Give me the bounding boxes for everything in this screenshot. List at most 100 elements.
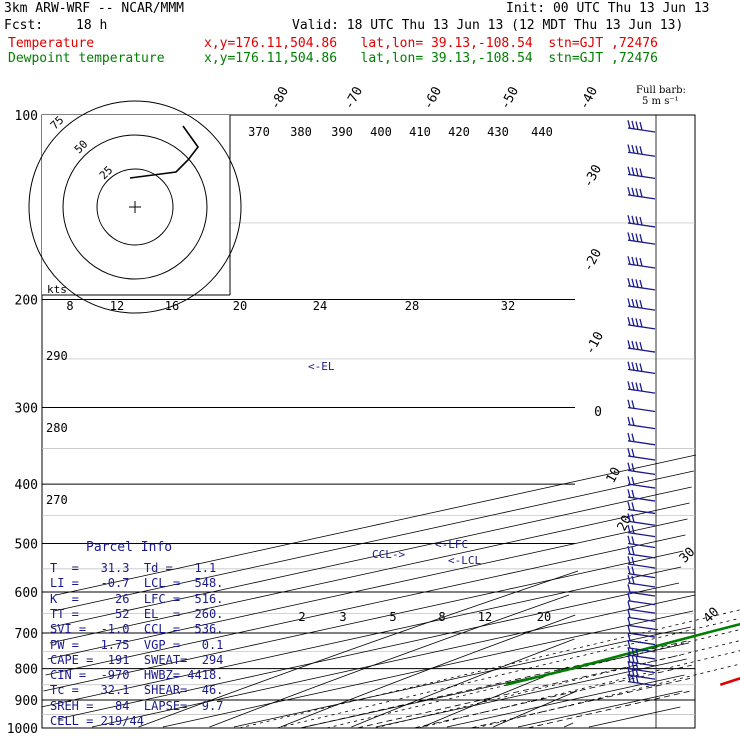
wind-barb-flag xyxy=(631,546,635,555)
forecast-hour: 18 h xyxy=(76,18,108,33)
wind-barb-flag xyxy=(627,556,631,565)
parcel-info-row: SVI = -1.0 CCL = 536. xyxy=(50,622,224,637)
dry-adiabat xyxy=(138,570,579,728)
wind-barb-flag xyxy=(635,121,639,130)
wind-barb xyxy=(627,416,656,430)
theta-label: 270 xyxy=(46,493,68,507)
isotherm-label: 20 xyxy=(615,513,636,534)
temperature-location: x,y=176.11,504.86 lat,lon= 39.13,-108.54… xyxy=(204,36,658,51)
wind-barb-shaft xyxy=(627,483,656,489)
wind-barb-flag xyxy=(635,674,639,684)
wind-barb-shaft xyxy=(627,624,656,630)
parcel-info-row: K = 26 LFC = 516. xyxy=(50,591,224,606)
wind-barb-flag xyxy=(631,256,635,266)
wind-barb-flag xyxy=(635,382,639,391)
hodograph-ring xyxy=(28,100,242,314)
wind-barb-flag xyxy=(627,416,631,426)
mixing-ratio-line xyxy=(475,663,740,729)
wind-barb-flag xyxy=(627,215,631,224)
parcel-level-annotation: CCL-> xyxy=(372,548,405,561)
parcel-info-row: CAPE = 191 SWEAT= 294 xyxy=(50,652,224,667)
wind-barb-shaft xyxy=(627,455,656,461)
parcel-info-row: Tc = 32.1 SHEAR= 46. xyxy=(50,683,224,698)
temperature-legend: Temperature xyxy=(8,36,95,51)
wind-barb xyxy=(627,601,656,614)
wind-barb xyxy=(627,625,656,638)
valid-time: Valid: 18 UTC Thu 13 Jun 13 (12 MDT Thu … xyxy=(292,18,684,33)
pressure-tick-label: 700 xyxy=(15,627,38,642)
hodograph-trace xyxy=(129,125,199,179)
wind-barb-flag xyxy=(635,188,639,197)
wind-barb xyxy=(627,278,656,291)
wind-barb xyxy=(627,489,656,502)
wind-barb-flag xyxy=(631,476,635,486)
isotherm-label: -10 xyxy=(583,329,607,357)
wind-barb-flag xyxy=(631,417,635,426)
wind-barb-flag xyxy=(627,565,631,575)
wind-barb-flag xyxy=(627,617,631,626)
wind-barb-flag xyxy=(639,363,643,372)
wind-barb-flag xyxy=(631,400,635,409)
wind-barb xyxy=(627,256,656,269)
isotherm xyxy=(233,626,692,728)
wind-barb xyxy=(627,556,656,569)
hodograph-axis-label: 16 xyxy=(165,299,179,313)
wind-barb xyxy=(627,166,656,180)
isotherm xyxy=(49,502,690,644)
isotherm xyxy=(51,486,692,628)
wind-barb-flag xyxy=(627,232,631,241)
parcel-info-row: CELL = 219/44 xyxy=(50,714,144,728)
parcel-level-annotation: <-EL xyxy=(308,360,335,373)
wind-barb xyxy=(627,462,656,476)
mixing-ratio-label: 5 xyxy=(389,610,396,624)
wind-barb-flag xyxy=(635,668,639,677)
wind-barb xyxy=(627,476,656,489)
theta-label: 410 xyxy=(409,125,431,139)
wind-barb-flag xyxy=(639,168,643,177)
wind-barb xyxy=(627,546,656,559)
hodograph-axis-label: 28 xyxy=(405,299,419,313)
parcel-info-row: SREH = 84 LAPSE= 9.7 xyxy=(50,698,224,713)
wind-barb-flag xyxy=(627,535,631,544)
wind-barb-shaft xyxy=(627,632,656,638)
wind-barb-flag xyxy=(627,476,631,485)
wind-barb-shaft xyxy=(627,520,656,526)
barb-unit: 5 m s⁻¹ xyxy=(642,96,679,107)
dry-adiabat xyxy=(493,690,578,728)
wind-barb-flag xyxy=(631,144,635,154)
wind-barb-flag xyxy=(627,584,631,593)
wind-barb-flag xyxy=(631,575,635,585)
wind-barb-flag xyxy=(627,187,631,196)
wind-barb-flag xyxy=(627,632,631,641)
wind-barb-flag xyxy=(631,525,635,534)
wind-barb xyxy=(627,298,656,311)
wind-barb-flag xyxy=(627,667,631,676)
wind-barb-flag xyxy=(631,647,635,656)
wind-barb-flag xyxy=(631,120,635,130)
wind-barb-shaft xyxy=(627,591,656,597)
wind-barb xyxy=(627,432,656,446)
wind-barb-flag xyxy=(627,120,631,129)
hodograph-axis-label: 12 xyxy=(110,299,124,313)
wind-barb-shaft xyxy=(627,639,656,646)
pressure-tick-label: 100 xyxy=(15,109,38,124)
wind-barb-flag xyxy=(627,625,631,634)
wind-barb-flag xyxy=(627,524,631,534)
wind-barb xyxy=(627,673,656,687)
isotherm xyxy=(57,582,680,720)
sounding-series xyxy=(505,622,740,686)
theta-label: 440 xyxy=(531,125,553,139)
hodograph-axis-label: 8 xyxy=(66,299,73,313)
wind-barb-flag xyxy=(631,661,635,670)
pressure-tick-label: 200 xyxy=(15,294,38,309)
theta-label: 290 xyxy=(46,349,68,363)
wind-barb xyxy=(627,632,656,646)
parcel-level-annotation: <-LCL xyxy=(448,554,481,567)
wind-barb-shaft xyxy=(627,608,656,614)
wind-barb-flag xyxy=(631,381,635,391)
wind-barb-flag xyxy=(635,341,639,350)
wind-barb-flag xyxy=(627,501,631,510)
wind-barb xyxy=(627,513,656,526)
wind-barb-flag xyxy=(627,256,631,265)
